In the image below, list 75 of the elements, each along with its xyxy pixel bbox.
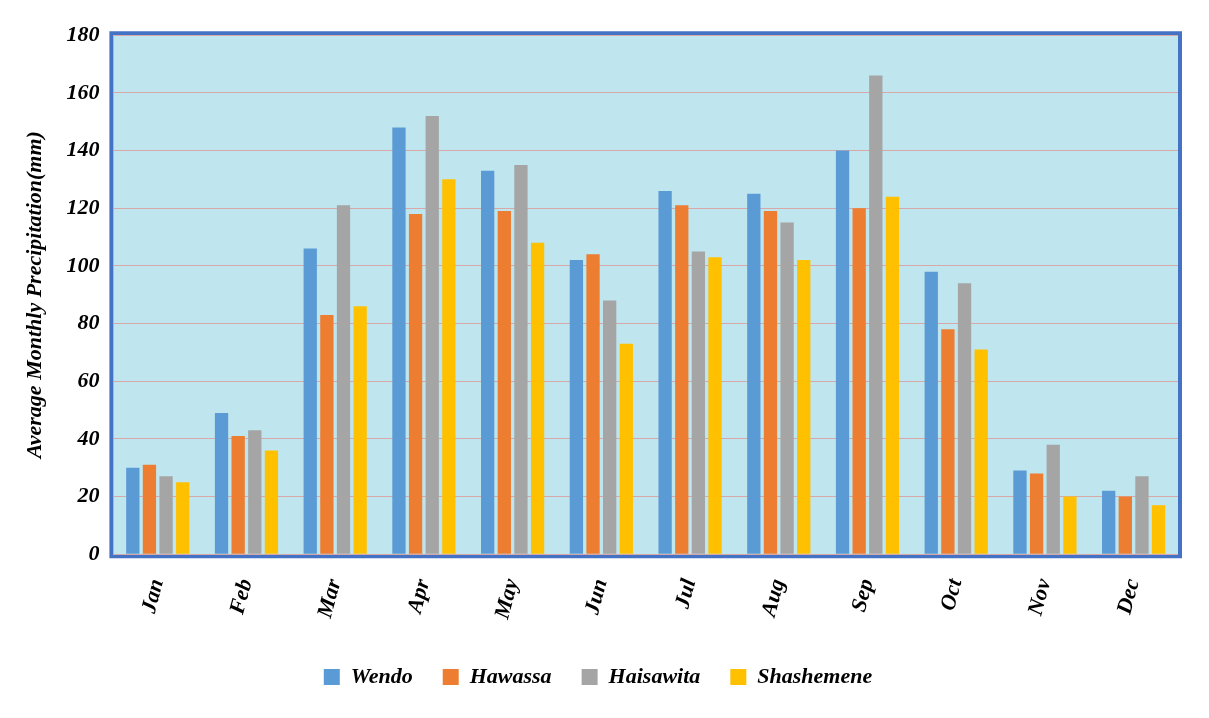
x-tick-label: Aug xyxy=(754,575,790,621)
bar xyxy=(530,242,545,554)
bar xyxy=(974,349,988,554)
bar xyxy=(159,476,173,554)
y-tick-label: 140 xyxy=(66,136,100,162)
x-tick-label: Oct xyxy=(934,575,967,614)
bar xyxy=(603,300,617,554)
bar xyxy=(303,248,317,554)
bar xyxy=(1013,470,1027,554)
bar xyxy=(497,211,511,554)
x-tick-label: May xyxy=(488,575,524,623)
bar xyxy=(885,196,900,554)
bar xyxy=(408,213,423,554)
bar xyxy=(691,251,706,554)
bar xyxy=(869,75,883,554)
bar xyxy=(1135,476,1149,554)
bar xyxy=(514,164,528,554)
bar xyxy=(392,127,406,554)
bar xyxy=(353,306,367,554)
bar xyxy=(1151,505,1166,554)
x-tick-label: Sep xyxy=(845,575,878,615)
y-tick-label: 40 xyxy=(76,424,100,450)
y-tick-label: 80 xyxy=(77,309,100,335)
bar xyxy=(924,271,938,554)
y-tick-label: 60 xyxy=(77,366,100,392)
legend-label: Hawassa xyxy=(468,662,552,688)
x-tick-label: Mar xyxy=(310,575,346,622)
y-axis-title: Average Monthly Precipitation(mm) xyxy=(20,131,46,461)
x-tick-label: Jan xyxy=(134,575,169,617)
bar xyxy=(442,179,456,554)
bar xyxy=(835,150,850,554)
bar xyxy=(248,430,262,554)
bar xyxy=(481,170,495,554)
x-tick-label: Feb xyxy=(223,575,257,618)
y-tick-label: 160 xyxy=(66,78,100,104)
x-tick-label: Apr xyxy=(400,575,435,618)
x-tick-label: Dec xyxy=(1110,575,1145,618)
y-tick-label: 180 xyxy=(66,20,100,46)
bar xyxy=(708,257,722,554)
bar xyxy=(747,193,761,554)
bar xyxy=(797,260,811,554)
bar xyxy=(1029,473,1044,554)
x-tick-label: Jul xyxy=(668,575,701,612)
bar xyxy=(320,314,334,554)
bar xyxy=(957,283,972,554)
legend-label: Haisawita xyxy=(607,662,701,688)
bar xyxy=(763,211,778,554)
bar xyxy=(231,436,245,554)
bar xyxy=(658,190,672,554)
bar xyxy=(780,222,794,554)
legend-label: Shashemene xyxy=(757,662,873,688)
bar xyxy=(126,467,140,554)
bar xyxy=(1046,444,1060,554)
y-tick-label: 20 xyxy=(76,482,100,508)
y-tick-label: 120 xyxy=(66,193,100,219)
bar xyxy=(214,412,229,554)
bar xyxy=(1102,490,1116,554)
x-tick-label: Jun xyxy=(578,575,612,618)
bar xyxy=(1063,496,1077,554)
bar xyxy=(336,205,351,554)
bar xyxy=(176,482,190,554)
bar xyxy=(425,115,439,554)
legend-label: Wendo xyxy=(350,662,413,688)
bar xyxy=(852,208,866,554)
bar xyxy=(675,205,689,554)
y-tick-label: 0 xyxy=(88,539,100,565)
x-tick-label: Nov xyxy=(1021,575,1056,619)
bar xyxy=(619,343,633,554)
bar xyxy=(264,450,279,554)
bar xyxy=(569,260,584,554)
bar xyxy=(1118,496,1132,554)
bar xyxy=(941,329,955,554)
bar xyxy=(142,464,157,554)
y-tick-label: 100 xyxy=(66,251,100,277)
bar xyxy=(586,254,600,554)
